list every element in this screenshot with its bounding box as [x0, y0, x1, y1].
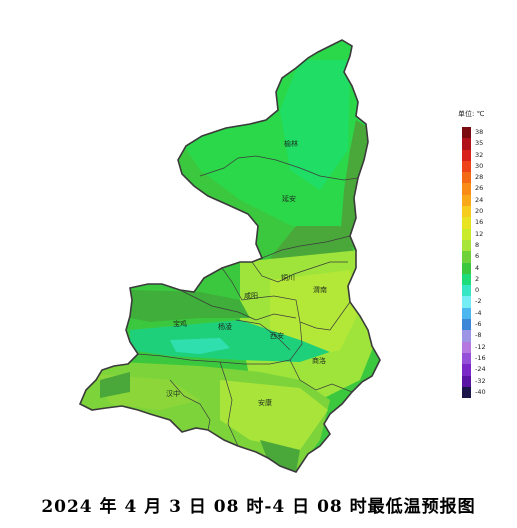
legend-label: 16 [475, 218, 484, 227]
legend-label: 20 [475, 207, 484, 216]
legend-label: -32 [475, 376, 486, 385]
legend-row: 0 [462, 285, 494, 297]
city-label-shangluo: 商洛 [312, 356, 326, 365]
legend-row: 35 [462, 138, 494, 150]
legend-label: 2 [475, 274, 480, 283]
legend-label: 4 [475, 263, 480, 272]
legend-swatch [462, 194, 471, 207]
legend-row: -40 [462, 386, 494, 399]
legend-swatch [462, 307, 471, 320]
legend-label: 32 [475, 150, 484, 159]
legend-row: 8 [462, 239, 494, 252]
map-caption: 2024 年 4 月 3 日 08 时-4 日 08 时最低温预报图 [41, 497, 476, 517]
legend-swatch [462, 251, 471, 263]
legend-row: 12 [462, 228, 494, 240]
city-label-baoji: 宝鸡 [173, 319, 187, 328]
legend-label: 35 [475, 139, 484, 148]
city-label-weinan: 渭南 [313, 285, 327, 294]
legend-label: 12 [475, 229, 484, 238]
legend-label: 26 [475, 184, 484, 193]
legend-row: 28 [462, 172, 494, 184]
legend-label: -12 [475, 342, 486, 351]
city-label-yanan: 延安 [282, 194, 296, 203]
legend-swatch [462, 149, 471, 161]
legend-row: 30 [462, 160, 494, 173]
legend-swatch [462, 138, 471, 150]
legend-label: 8 [475, 240, 480, 249]
city-boundaries [137, 155, 359, 447]
legend-swatch [462, 239, 471, 252]
legend-row: -12 [462, 341, 494, 353]
legend-row: -8 [462, 330, 494, 342]
legend-row: -6 [462, 319, 494, 331]
city-label-xianyang: 咸阳 [244, 291, 258, 300]
legend-row: 20 [462, 206, 494, 218]
legend-swatch [462, 217, 471, 229]
legend-swatch [462, 341, 471, 353]
legend-row: -32 [462, 375, 494, 387]
legend-swatch [462, 160, 471, 173]
legend-label: 0 [475, 286, 480, 295]
legend-label: -24 [475, 365, 486, 374]
legend-swatch [462, 330, 471, 342]
legend-label: -8 [475, 331, 482, 340]
city-label-xian: 西安 [270, 331, 284, 340]
legend-title: 单位: ℃ [458, 110, 485, 118]
legend-row: 24 [462, 194, 494, 207]
legend-row: 6 [462, 251, 494, 263]
legend-label: 6 [475, 252, 480, 261]
legend-row: 2 [462, 273, 494, 286]
legend-row: 38 [462, 127, 494, 139]
legend-label: -40 [475, 387, 486, 396]
legend-swatch [462, 262, 471, 274]
legend-swatch [462, 296, 471, 308]
legend-label: 30 [475, 161, 484, 170]
legend-swatch [462, 228, 471, 240]
legend-swatch [462, 172, 471, 184]
city-label-yulin: 榆林 [284, 139, 298, 148]
legend-label: -6 [475, 320, 482, 329]
legend-swatch [462, 285, 471, 297]
province-border [78, 39, 381, 473]
legend-swatch [462, 386, 471, 399]
temperature-fill [80, 40, 380, 472]
legend-row: 16 [462, 217, 494, 229]
legend-label: 28 [475, 173, 484, 182]
city-label-hanzhong: 汉中 [166, 389, 180, 398]
legend-label: 24 [475, 195, 484, 204]
color-legend: 38 35 32 30 28 26 24 20 16 12 8 6 4 2 0 -2 -4 -6 -8 -12 -16-… [462, 127, 494, 399]
legend-swatch [462, 364, 471, 376]
legend-label: -16 [475, 353, 486, 362]
city-label-ankang: 安康 [258, 398, 272, 407]
legend-swatch [462, 206, 471, 218]
legend-label: -4 [475, 308, 482, 317]
legend-swatch [462, 319, 471, 331]
city-label-yangling: 杨凌 [218, 322, 232, 331]
legend-label: -2 [475, 297, 482, 306]
legend-row: -2 [462, 296, 494, 308]
legend-row: -16 [462, 352, 494, 365]
legend-row: -24 [462, 364, 494, 376]
legend-row: 32 [462, 149, 494, 161]
city-label-tongchuan: 铜川 [281, 273, 295, 282]
legend-row: 26 [462, 183, 494, 195]
legend-swatch [462, 375, 471, 387]
city-labels: 榆林 延安 铜川 渭南 咸阳 宝鸡 杨凌 西安 商洛 汉中 安康 [166, 139, 327, 407]
legend-swatch [462, 352, 471, 365]
legend-row: 4 [462, 262, 494, 274]
legend-swatch [462, 127, 471, 139]
legend-swatch [462, 273, 471, 286]
temperature-map: 榆林 延安 铜川 渭南 咸阳 宝鸡 杨凌 西安 商洛 汉中 安康 [78, 39, 381, 473]
legend-row: -4 [462, 307, 494, 320]
legend-swatch [462, 183, 471, 195]
legend-label: 38 [475, 128, 484, 136]
